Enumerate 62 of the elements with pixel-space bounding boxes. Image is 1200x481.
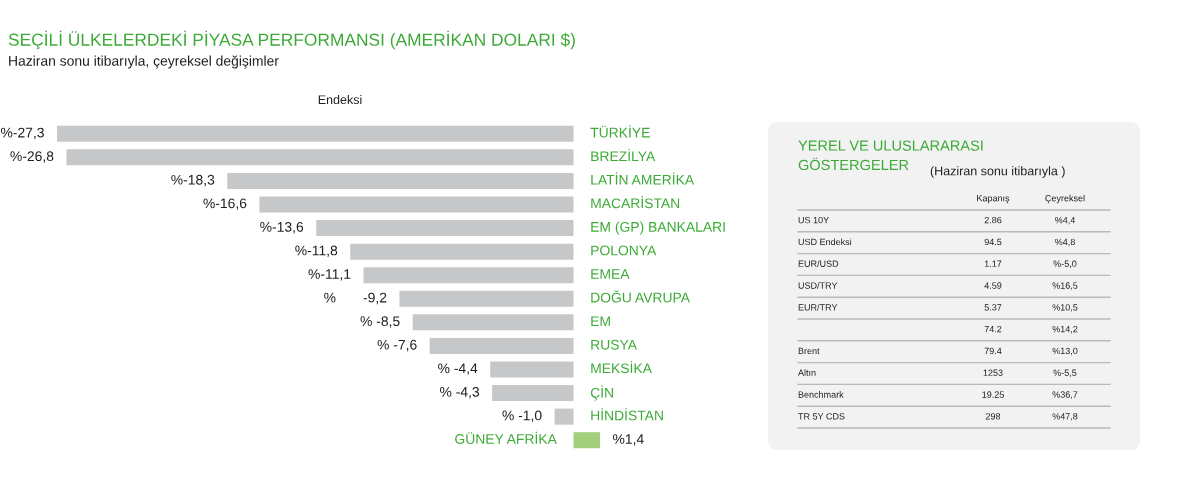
text: 298 xyxy=(985,413,1001,420)
text: %47,8 xyxy=(1052,413,1078,421)
text: %14,2 xyxy=(1052,325,1078,334)
data-label: %-11,1 xyxy=(308,269,351,281)
text: 2.86 xyxy=(984,216,1002,224)
y-tick-label: DOĞU AVRUPA xyxy=(591,290,690,303)
category-label: Çeyreksel xyxy=(1045,194,1085,204)
category-label: Kapanış xyxy=(977,195,1010,204)
text: %-5,5 xyxy=(1053,369,1077,377)
y-tick-label: LATİN AMERİKA xyxy=(591,172,695,185)
text: %36,7 xyxy=(1052,391,1078,399)
text: %4,8 xyxy=(1055,238,1075,247)
y-tick-label: EMEA xyxy=(591,269,630,279)
text: 19.25 xyxy=(982,391,1004,398)
data-label: %-13,6 xyxy=(260,221,304,234)
category-label: Benchmark xyxy=(798,391,844,398)
x-axis-title: Endeksi xyxy=(318,94,362,105)
y-tick-label: POLONYA xyxy=(591,245,657,256)
y-tick-label: MACARİSTAN xyxy=(591,196,680,209)
data-label: % -7,6 xyxy=(377,339,417,352)
text: 4.59 xyxy=(984,282,1002,289)
category-label: Altın xyxy=(798,369,816,376)
text: 1.17 xyxy=(984,260,1002,267)
text: %13,0 xyxy=(1052,347,1078,356)
category-label: EUR/USD xyxy=(798,260,839,267)
data-label: %-18,3 xyxy=(171,174,215,187)
text: 94.5 xyxy=(984,238,1002,246)
y-tick-label: GÜNEY AFRİKA xyxy=(455,431,557,444)
text: 79.4 xyxy=(984,347,1002,355)
data-label: %-27,3 xyxy=(0,127,44,140)
category-label: TR 5Y CDS xyxy=(798,413,845,420)
data-label: %-11,8 xyxy=(295,245,338,258)
text: 74.2 xyxy=(984,325,1002,333)
text: %10,5 xyxy=(1052,304,1078,312)
data-label: %-16,6 xyxy=(203,198,247,210)
y-tick-label: EM (GP) BANKALARI xyxy=(591,221,725,235)
chart-title: SEÇİLİ ÜLKELERDEKİ PİYASA PERFORMANSI (AMERİKAN DOLARI $) xyxy=(8,30,575,50)
y-tick-label: BREZİLYA xyxy=(591,148,656,161)
data-label: % -9,2 xyxy=(324,292,387,305)
y-tick-label: EM xyxy=(591,316,610,326)
data-label: % -4,3 xyxy=(440,386,480,399)
data-label: % -1,0 xyxy=(502,410,542,423)
y-tick-label: ÇİN xyxy=(590,385,613,401)
data-label: % -8,5 xyxy=(360,316,400,328)
text: 5.37 xyxy=(984,304,1002,311)
y-tick-label: TÜRKİYE xyxy=(590,125,650,138)
data-label: %1,4 xyxy=(612,434,644,446)
category-label: Brent xyxy=(798,347,820,355)
text: 1253 xyxy=(983,369,1003,376)
text: %4,4 xyxy=(1055,216,1076,225)
y-tick-label: MEKSİKA xyxy=(591,361,652,374)
category-label: USD Endeksi xyxy=(798,238,852,246)
data-label: % -4,4 xyxy=(438,363,478,375)
category-label: US 10Y xyxy=(798,216,829,224)
y-tick-label: RUSYA xyxy=(591,339,637,350)
chart-subtitle: Haziran sonu itibarıyla, çeyreksel değişimler xyxy=(9,55,279,69)
text: %16,5 xyxy=(1052,282,1078,290)
y-tick-label: HİNDİSTAN xyxy=(591,408,663,421)
data-label: %-26,8 xyxy=(10,151,54,163)
category-label: USD/TRY xyxy=(798,282,838,289)
category-label: EUR/TRY xyxy=(798,303,838,311)
text: %-5,0 xyxy=(1053,260,1077,268)
